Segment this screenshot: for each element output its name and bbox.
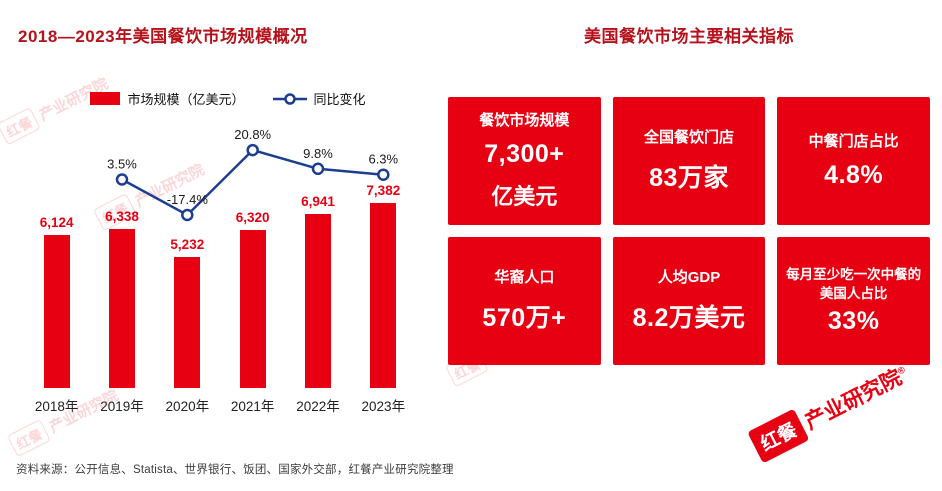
bar-column: 6,941 xyxy=(285,118,350,388)
card-value: 7,300+ xyxy=(484,140,565,169)
bar-value-label: 6,338 xyxy=(105,209,139,225)
line-legend-icon xyxy=(272,92,307,105)
card-value: 33% xyxy=(827,307,880,336)
bar-column: 6,124 xyxy=(24,118,89,388)
left-chart-title: 2018—2023年美国餐饮市场规模概况 xyxy=(18,27,308,46)
card-label: 中餐门店占比 xyxy=(808,132,899,150)
source-note: 资料来源：公开信息、Statista、世界银行、饭团、国家外交部，红餐产业研究院… xyxy=(16,464,454,476)
card-label: 餐饮市场规模 xyxy=(479,111,570,129)
bar-value-label: 7,382 xyxy=(366,183,401,198)
brand-text: 产业研究院® xyxy=(799,358,912,436)
right-panel-title: 美国餐饮市场主要相关指标 xyxy=(584,27,794,46)
legend-bar-label: 市场规模（亿美元） xyxy=(127,92,245,107)
card-store-count: 全国餐饮门店 83万家 xyxy=(612,97,766,225)
card-chinese-restaurant-share: 中餐门店占比 4.8% xyxy=(777,97,930,225)
bar xyxy=(108,229,135,388)
card-label: 每月至少吃一次中餐的美国人占比 xyxy=(786,266,922,301)
bar xyxy=(239,229,266,388)
brand-institute-text: 产业研究院 xyxy=(801,365,906,434)
x-axis-label: 2020年 xyxy=(165,399,210,414)
legend-item-line: 同比变化 xyxy=(272,89,366,108)
x-axis-label: 2018年 xyxy=(34,399,79,414)
card-unit: 亿美元 xyxy=(491,184,558,210)
bar-column: 6,338 xyxy=(89,118,154,388)
card-label: 全国餐饮门店 xyxy=(643,129,734,147)
bar xyxy=(370,203,397,388)
metric-cards-grid: 餐饮市场规模 7,300+ 亿美元 全国餐饮门店 83万家 中餐门店占比 4.8… xyxy=(448,97,930,365)
chart-plot-area: 3.5% -17.4% 20.8% 9.8% 6.3% 6,124 6,338 5,232 6… xyxy=(24,118,416,388)
legend-line-label: 同比变化 xyxy=(313,92,366,107)
x-axis-label: 2022年 xyxy=(296,399,340,414)
card-value: 83万家 xyxy=(649,163,729,192)
bar-value-label: 6,320 xyxy=(235,209,270,225)
bar-swatch-icon xyxy=(90,92,121,105)
bar xyxy=(304,214,331,388)
bar-value-label: 6,124 xyxy=(39,214,74,230)
brand-logo: 红餐 xyxy=(747,408,810,464)
card-label: 人均GDP xyxy=(657,269,721,287)
watermark-brand-logo: 红餐 xyxy=(6,419,51,458)
brand-watermark: 红餐 产业研究院® xyxy=(747,356,913,464)
bar-value-label: 5,232 xyxy=(170,236,205,252)
x-axis-label: 2023年 xyxy=(361,399,406,414)
card-market-size: 餐饮市场规模 7,300+ 亿美元 xyxy=(448,97,601,225)
x-axis-label: 2021年 xyxy=(230,399,275,414)
bar-column: 7,382 xyxy=(351,118,416,388)
bar-column: 6,320 xyxy=(220,118,285,388)
card-gdp-per-capita: 人均GDP 8.2万美元 xyxy=(612,237,766,365)
card-chinese-population: 华裔人口 570万+ xyxy=(448,237,601,365)
legend-item-bar: 市场规模（亿美元） xyxy=(90,89,245,108)
key-indicators-section: 美国餐饮市场主要相关指标 餐饮市场规模 7,300+ 亿美元 全国餐饮门店 83… xyxy=(448,22,930,365)
card-value: 8.2万美元 xyxy=(632,303,746,332)
bar xyxy=(174,256,201,388)
card-label: 华裔人口 xyxy=(494,269,555,287)
x-axis-labels: 2018年 2019年 2020年 2021年 2022年 2023年 xyxy=(24,395,416,415)
registered-mark: ® xyxy=(895,364,907,378)
bar-column: 5,232 xyxy=(155,118,220,388)
card-value: 570万+ xyxy=(482,303,567,332)
bar-value-label: 6,941 xyxy=(301,194,335,210)
bar xyxy=(43,234,70,388)
card-value: 4.8% xyxy=(824,161,884,190)
chart-legend: 市场规模（亿美元） 同比变化 xyxy=(18,89,438,108)
market-size-chart-section: 2018—2023年美国餐饮市场规模概况 市场规模（亿美元） 同比变化 3.5%… xyxy=(18,22,438,415)
x-axis-label: 2019年 xyxy=(100,399,144,414)
card-monthly-chinese-food-share: 每月至少吃一次中餐的美国人占比 33% xyxy=(777,237,930,365)
